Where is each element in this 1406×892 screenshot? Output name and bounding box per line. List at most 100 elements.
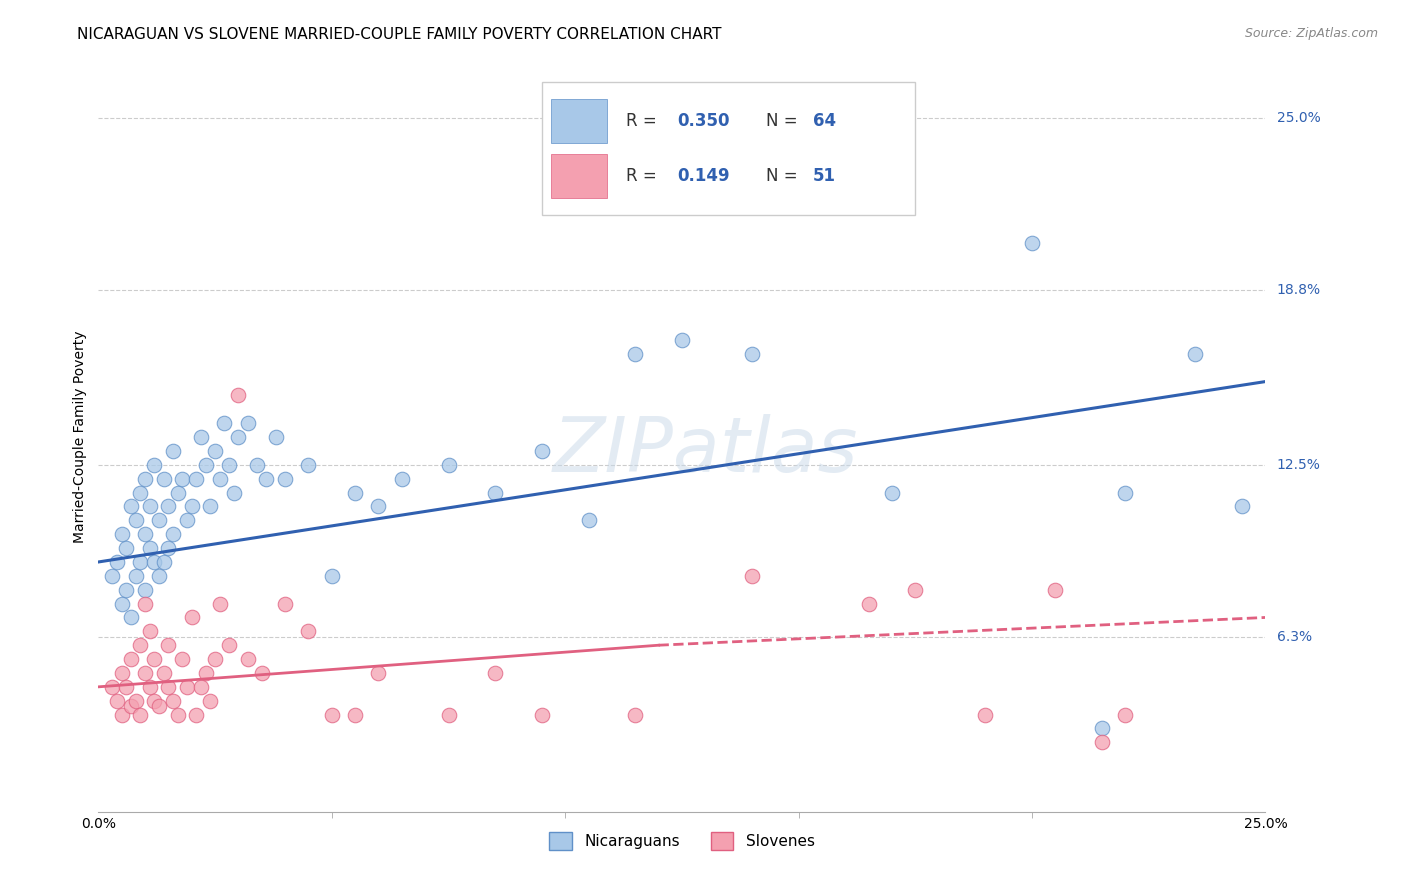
Point (344, 485, 367, 500)
Point (530, 707, 553, 722)
Text: 12.5%: 12.5% (1277, 458, 1320, 472)
Point (236, 416, 259, 430)
Point (134, 472, 156, 486)
Text: 51: 51 (813, 167, 835, 186)
Point (671, 333, 693, 347)
Point (125, 513, 148, 527)
Point (111, 597, 134, 611)
Point (143, 652, 166, 666)
Point (204, 652, 226, 666)
Point (1230, 500, 1253, 514)
Point (139, 680, 162, 694)
Point (214, 416, 236, 430)
Text: 0.350: 0.350 (678, 112, 730, 129)
Point (152, 665, 174, 680)
Point (204, 444, 226, 458)
Point (297, 624, 319, 639)
Point (1114, 707, 1136, 722)
Point (274, 597, 297, 611)
Point (1021, 235, 1043, 250)
Point (172, 472, 194, 486)
Point (148, 569, 170, 583)
Point (190, 680, 212, 694)
Point (111, 527, 134, 541)
Point (208, 597, 231, 611)
FancyBboxPatch shape (541, 82, 915, 215)
Point (321, 707, 343, 722)
Point (1184, 347, 1206, 361)
Point (180, 610, 202, 624)
Point (115, 582, 138, 597)
Point (858, 597, 880, 611)
Point (120, 610, 142, 624)
Point (125, 694, 148, 708)
Point (125, 569, 148, 583)
Point (176, 680, 198, 694)
Point (105, 694, 128, 708)
Point (208, 472, 231, 486)
Point (111, 665, 134, 680)
Point (624, 347, 647, 361)
Point (250, 665, 273, 680)
Point (741, 569, 763, 583)
Point (391, 472, 413, 486)
Text: ZIPatlas: ZIPatlas (553, 414, 858, 488)
Point (904, 582, 927, 597)
Point (101, 569, 124, 583)
Point (880, 485, 903, 500)
Point (162, 444, 184, 458)
Point (1045, 582, 1067, 597)
Point (218, 458, 240, 472)
Point (162, 694, 184, 708)
Point (367, 500, 389, 514)
Point (105, 555, 128, 569)
Point (157, 638, 180, 652)
Text: Source: ZipAtlas.com: Source: ZipAtlas.com (1244, 27, 1378, 40)
Point (157, 680, 180, 694)
Point (176, 513, 198, 527)
Text: R =: R = (626, 112, 662, 129)
Point (120, 500, 142, 514)
Text: 18.8%: 18.8% (1277, 283, 1320, 297)
Point (228, 430, 250, 444)
Point (139, 500, 162, 514)
Point (129, 555, 152, 569)
Text: R =: R = (626, 167, 666, 186)
Point (186, 707, 208, 722)
Point (111, 707, 134, 722)
Point (134, 527, 156, 541)
Point (139, 541, 162, 555)
FancyBboxPatch shape (551, 154, 607, 198)
Text: 6.3%: 6.3% (1277, 630, 1312, 644)
Point (578, 513, 600, 527)
Point (101, 680, 124, 694)
Point (194, 665, 217, 680)
Point (484, 665, 506, 680)
Point (200, 694, 222, 708)
Point (143, 694, 166, 708)
Point (129, 485, 152, 500)
Point (120, 652, 142, 666)
Point (115, 680, 138, 694)
Point (437, 707, 460, 722)
Point (437, 458, 460, 472)
Point (194, 458, 217, 472)
Y-axis label: Married-Couple Family Poverty: Married-Couple Family Poverty (73, 331, 87, 543)
Point (166, 707, 188, 722)
Point (134, 582, 156, 597)
Point (1114, 485, 1136, 500)
Point (162, 527, 184, 541)
Point (274, 472, 297, 486)
Point (186, 472, 208, 486)
Point (134, 665, 156, 680)
Text: 64: 64 (813, 112, 835, 129)
Point (256, 472, 278, 486)
Point (180, 500, 202, 514)
Point (139, 624, 162, 639)
Point (172, 652, 194, 666)
Point (134, 597, 156, 611)
Point (143, 458, 166, 472)
Point (218, 638, 240, 652)
Text: NICARAGUAN VS SLOVENE MARRIED-COUPLE FAMILY POVERTY CORRELATION CHART: NICARAGUAN VS SLOVENE MARRIED-COUPLE FAM… (77, 27, 721, 42)
Point (321, 569, 343, 583)
